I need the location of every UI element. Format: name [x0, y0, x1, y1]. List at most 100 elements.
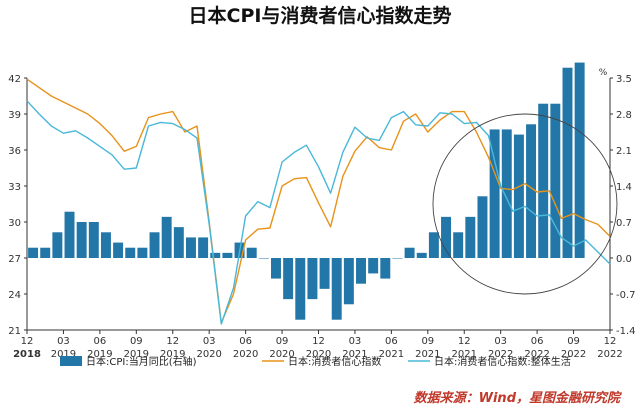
cpi-bar	[76, 222, 87, 258]
x-tick-year-label: 2021	[379, 349, 404, 360]
x-tick-month-label: 09	[421, 336, 434, 347]
x-tick-month-label: 12	[604, 336, 617, 347]
x-tick-month-label: 09	[567, 336, 580, 347]
x-tick-month-label: 03	[57, 336, 70, 347]
cpi-bar	[513, 134, 524, 258]
x-tick-month-label: 06	[94, 336, 107, 347]
cpi-bar	[489, 129, 500, 258]
cpi-bar	[64, 211, 75, 258]
cpi-bar	[185, 237, 196, 258]
cpi-bar	[283, 258, 294, 300]
left-tick-label: 24	[8, 290, 21, 301]
cpi-bar	[319, 258, 330, 289]
cpi-bar	[246, 247, 257, 258]
cpi-bar	[574, 62, 585, 259]
cpi-bar	[210, 252, 221, 258]
left-tick-label: 42	[8, 74, 21, 85]
right-tick-label: 2.1	[616, 146, 632, 157]
right-axis-unit-label: %	[599, 68, 608, 78]
cpi-bar	[40, 247, 51, 258]
x-tick-month-label: 12	[166, 336, 179, 347]
x-tick-month-label: 12	[21, 336, 34, 347]
x-tick-month-label: 06	[531, 336, 544, 347]
cpi-bar	[258, 258, 269, 259]
cpi-bar	[562, 67, 573, 258]
x-tick-year-label: 2022	[524, 349, 549, 360]
cpi-bar	[441, 216, 452, 258]
cpi-bar	[113, 242, 124, 258]
cpi-bar	[465, 216, 476, 258]
x-tick-month-label: 03	[494, 336, 507, 347]
right-tick-label: 0.7	[616, 218, 632, 229]
cpi-bar	[137, 247, 148, 258]
x-tick-year-label: 2022	[561, 349, 586, 360]
cpi-bar	[161, 216, 172, 258]
legend-swatch-bar	[60, 356, 82, 366]
axes-group: 21 24 27 30 33 36 39 42 -1.4 -0.7 0.0 0.7 1.4 2.1 2.8 3…	[8, 74, 635, 360]
cpi-bar	[380, 258, 391, 279]
legend-label: 日本:消费者信心指数	[288, 355, 381, 368]
line-series-group	[26, 78, 611, 325]
cpi-bar	[173, 227, 184, 258]
x-tick-month-label: 12	[312, 336, 325, 347]
right-tick-label: -1.4	[616, 326, 636, 337]
right-tick-label: 3.5	[616, 74, 632, 85]
legend-label: 日本:消费者信心指数:整体生活	[434, 355, 571, 368]
cpi-bar	[416, 252, 427, 258]
x-tick-year-label: 2020	[269, 349, 294, 360]
x-tick-month-label: 03	[203, 336, 216, 347]
left-tick-label: 30	[8, 218, 21, 229]
x-tick-year-label: 2020	[196, 349, 221, 360]
cpi-bar	[198, 237, 209, 258]
x-tick-year-label: 2021	[415, 349, 440, 360]
cpi-bar	[100, 232, 111, 258]
left-tick-label: 21	[8, 326, 21, 337]
annotation-group	[432, 113, 618, 295]
x-tick-month-label: 06	[385, 336, 398, 347]
cpi-bar	[368, 258, 379, 274]
cpi-bar	[222, 252, 233, 258]
cpi-bar	[52, 232, 63, 258]
cpi-bar	[501, 129, 512, 258]
right-tick-label: 0.0	[616, 254, 632, 265]
right-tick-label: 1.4	[616, 182, 632, 193]
x-tick-year-label: 2019	[51, 349, 76, 360]
legend: 日本:CPI:当月同比(右轴) 日本:消费者信心指数 日本:消费者信心指数:整体生活	[60, 355, 571, 368]
cpi-bar	[428, 232, 439, 258]
left-tick-label: 33	[8, 182, 21, 193]
x-tick-month-label: 12	[458, 336, 471, 347]
right-tick-label: 2.8	[616, 110, 632, 121]
x-tick-year-label: 2022	[488, 349, 513, 360]
left-tick-label: 36	[8, 146, 21, 157]
cpi-bar	[526, 124, 537, 259]
legend-label: 日本:CPI:当月同比(右轴)	[86, 355, 197, 368]
cpi-bar	[538, 103, 549, 258]
left-tick-label: 27	[8, 254, 21, 265]
cpi-bar	[356, 258, 366, 284]
cpi-bar	[453, 232, 464, 258]
cpi-bar	[550, 103, 561, 258]
cpi-bar	[149, 232, 160, 258]
x-tick-year-label: 2021	[342, 349, 367, 360]
chart-title: 日本CPI与消费者信心指数走势	[189, 4, 452, 27]
cpi-bar	[331, 258, 342, 320]
x-tick-month-label: 06	[239, 336, 252, 347]
x-tick-month-label: 03	[349, 336, 362, 347]
annotation-circle	[432, 113, 618, 295]
cpi-bar	[88, 222, 99, 258]
x-tick-year-label: 2021	[452, 349, 477, 360]
x-tick-year-label: 2020	[306, 349, 331, 360]
overall-livelihood-line	[26, 100, 611, 325]
cpi-bar	[28, 247, 39, 258]
x-tick-year-label: 2019	[160, 349, 185, 360]
right-tick-label: -0.7	[616, 290, 636, 301]
x-tick-month-label: 09	[130, 336, 143, 347]
cpi-bar	[307, 258, 318, 300]
x-tick-year-label: 2019	[87, 349, 112, 360]
cpi-bar	[404, 247, 415, 258]
cpi-bar	[271, 258, 281, 279]
consumer-confidence-line	[26, 78, 611, 324]
cpi-bar	[392, 258, 403, 259]
